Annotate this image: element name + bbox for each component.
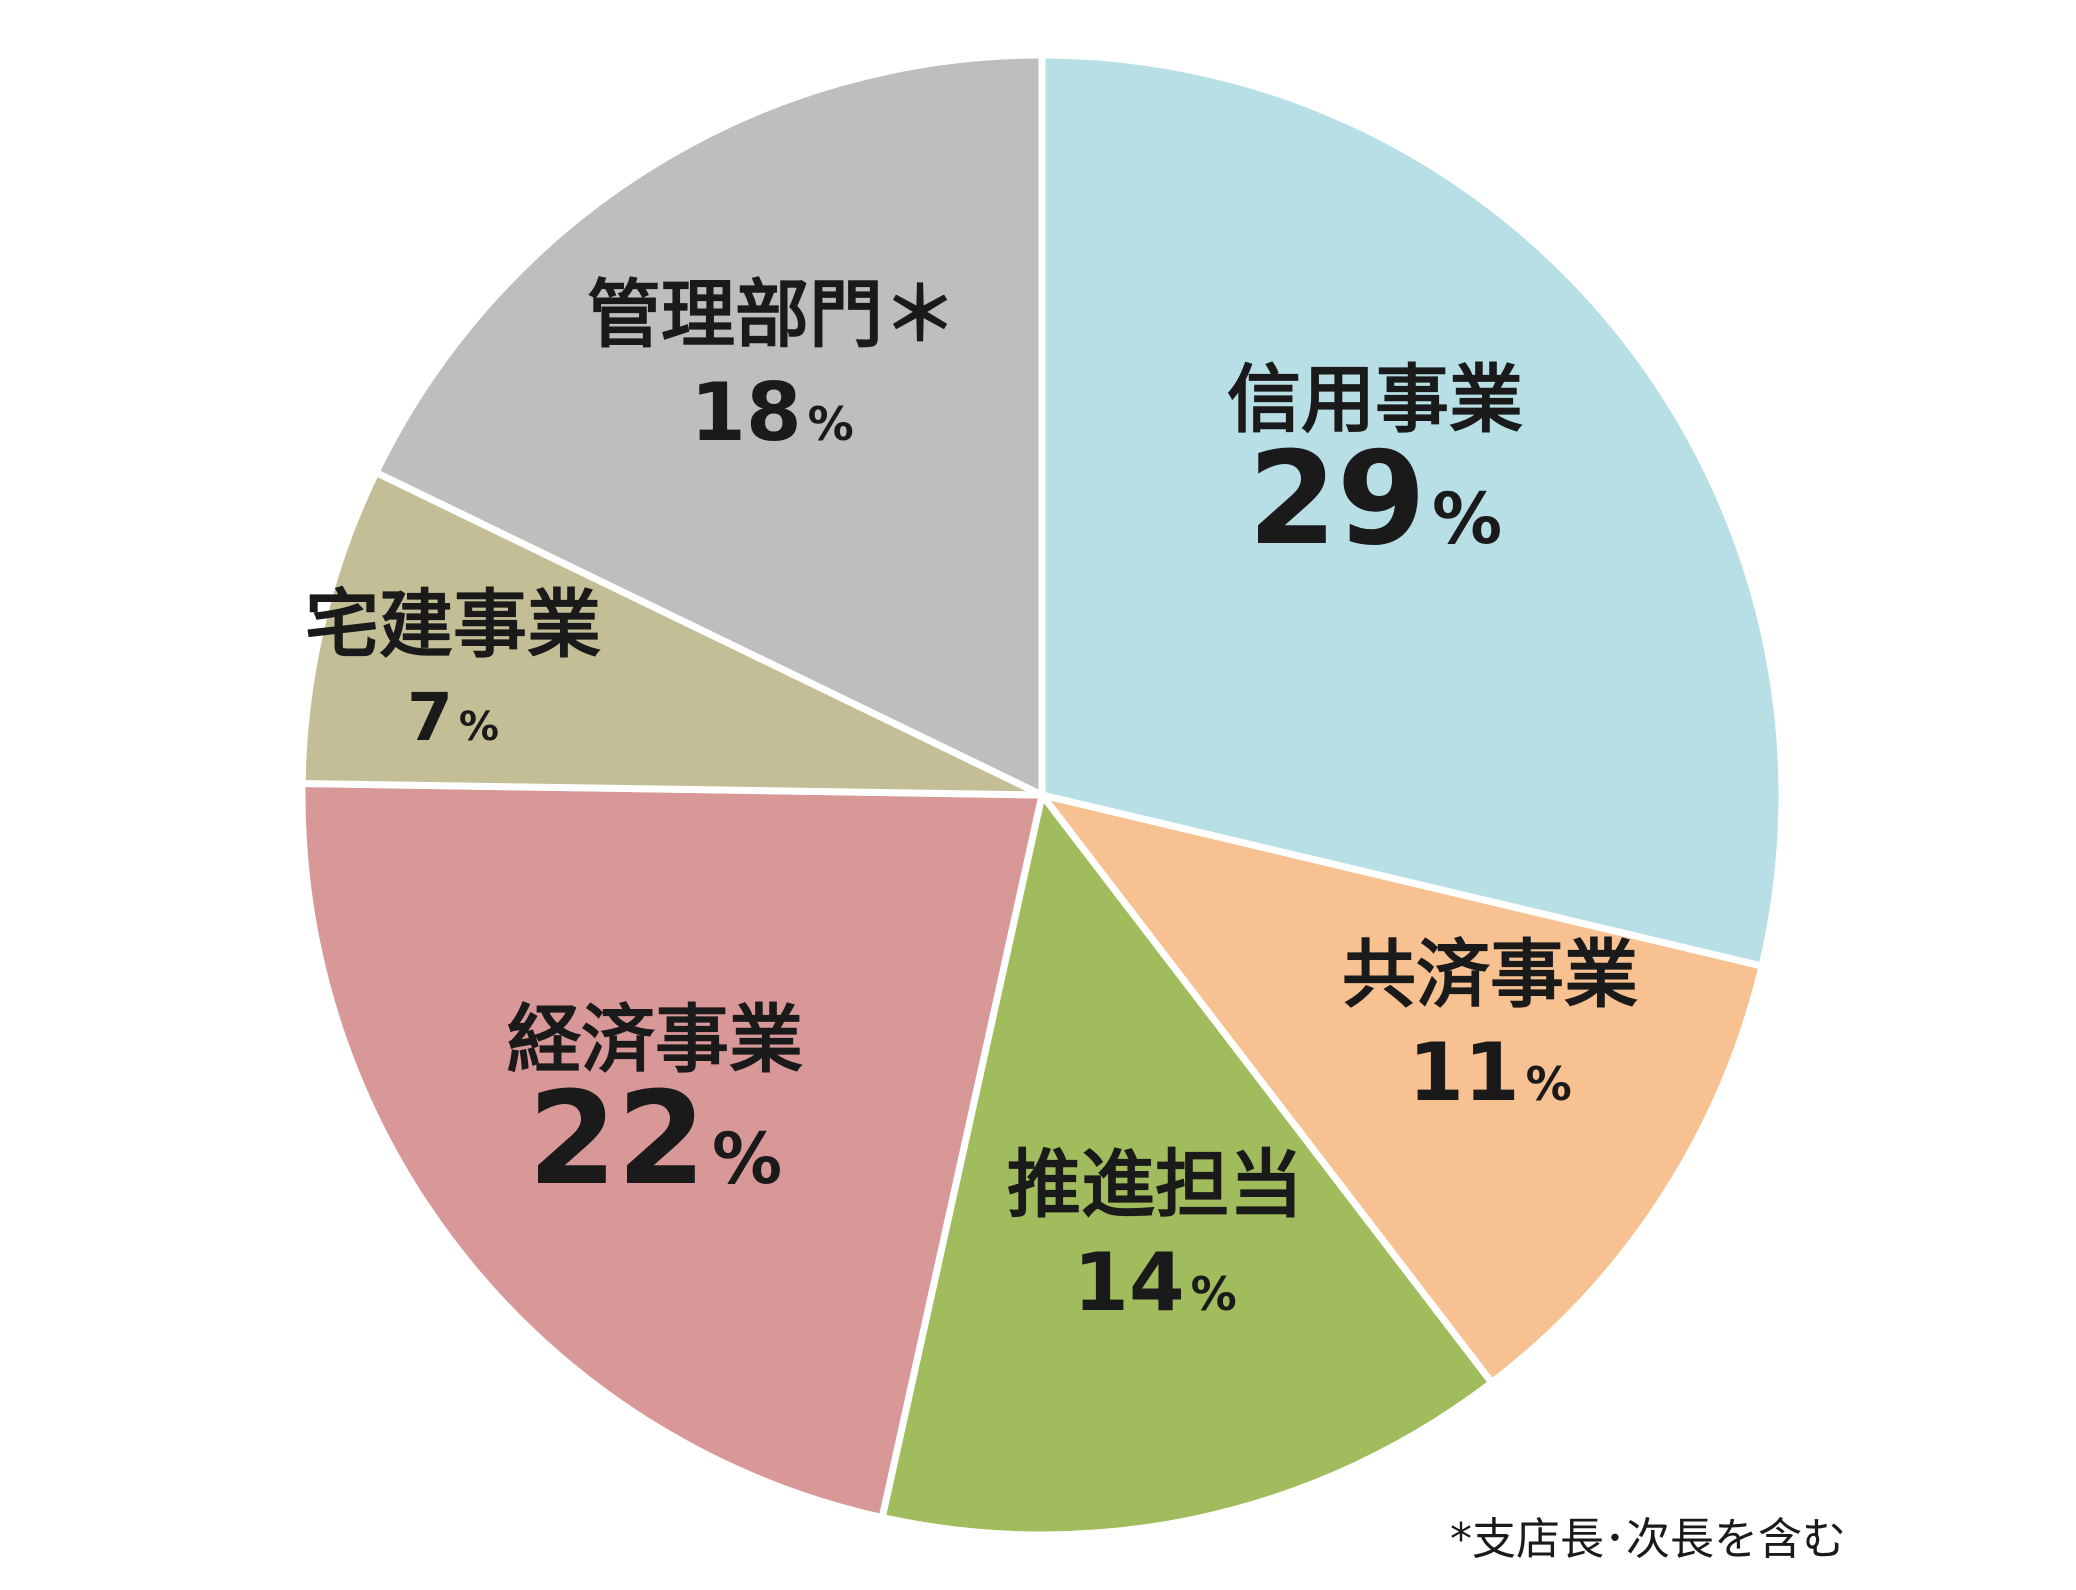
slice-value-label: 22% xyxy=(528,1065,782,1214)
slice-value-label: 11% xyxy=(1408,1026,1571,1119)
pie-slices xyxy=(298,51,1786,1539)
pie-slice xyxy=(1038,51,1786,971)
slice-label: 経済事業 xyxy=(507,997,803,1083)
pie-slice xyxy=(877,786,1497,1539)
slice-label: 管理部門＊ xyxy=(587,272,957,358)
slice-label: 推進担当 xyxy=(1007,1142,1303,1228)
slice-label: 宅建事業 xyxy=(305,582,601,668)
pie-slice xyxy=(298,779,1047,1522)
slice-value-label: 7% xyxy=(407,679,499,756)
pie-slice xyxy=(371,51,1046,801)
pie-slice xyxy=(298,467,1044,799)
slice-value-label: 14% xyxy=(1073,1236,1236,1329)
footnote: *支店長･次長を含む xyxy=(1450,1514,1846,1565)
slice-value-label: 18% xyxy=(690,366,853,459)
slice-label: 信用事業 xyxy=(1227,357,1523,443)
pie-slice xyxy=(1033,789,1767,1388)
slice-label: 共済事業 xyxy=(1342,932,1638,1018)
slice-value-label: 29% xyxy=(1248,425,1502,574)
